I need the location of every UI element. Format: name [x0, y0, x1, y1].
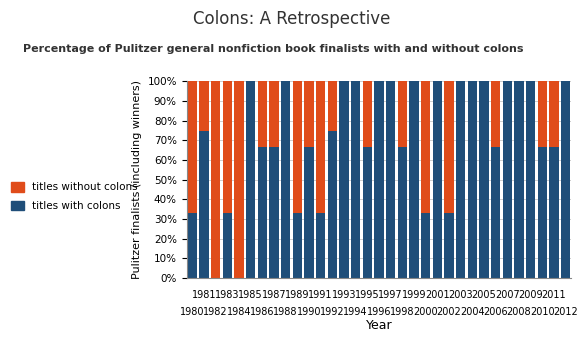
Bar	[363, 147, 372, 278]
Bar	[363, 81, 372, 147]
Bar	[281, 81, 290, 278]
Bar	[293, 81, 302, 213]
Bar	[491, 81, 500, 147]
Text: 1983: 1983	[215, 290, 240, 300]
Text: 1990: 1990	[297, 307, 321, 317]
Text: 2008: 2008	[507, 307, 531, 317]
Bar	[234, 81, 244, 278]
Bar	[293, 213, 302, 278]
Bar	[421, 81, 430, 213]
Bar	[398, 81, 407, 147]
Bar	[246, 81, 255, 278]
Bar	[316, 213, 325, 278]
Bar	[444, 81, 454, 213]
Text: 1988: 1988	[273, 307, 298, 317]
Bar	[421, 213, 430, 278]
Bar	[491, 147, 500, 278]
Text: 1993: 1993	[332, 290, 356, 300]
Text: Percentage of Pulitzer general nonfiction book finalists with and without colons: Percentage of Pulitzer general nonfictio…	[23, 44, 524, 54]
Text: 2001: 2001	[425, 290, 449, 300]
Bar	[304, 147, 314, 278]
Text: Colons: A Retrospective: Colons: A Retrospective	[193, 10, 390, 28]
Bar	[316, 81, 325, 213]
Bar	[339, 81, 349, 278]
Bar	[549, 81, 559, 147]
Bar	[188, 81, 197, 213]
Text: 2004: 2004	[460, 307, 484, 317]
Bar	[304, 81, 314, 147]
Text: 1987: 1987	[262, 290, 286, 300]
Text: 1986: 1986	[250, 307, 275, 317]
Y-axis label: Pulitzer finalists (including winners): Pulitzer finalists (including winners)	[132, 80, 142, 279]
Text: 1981: 1981	[192, 290, 216, 300]
Bar	[456, 81, 465, 278]
Bar	[433, 81, 442, 278]
Bar	[538, 81, 547, 147]
Bar	[328, 131, 337, 278]
Bar	[223, 81, 232, 213]
Text: 2009: 2009	[518, 290, 543, 300]
Text: 2006: 2006	[483, 307, 508, 317]
Text: 1998: 1998	[390, 307, 415, 317]
Bar	[561, 81, 570, 278]
Bar	[468, 81, 477, 278]
Bar	[398, 147, 407, 278]
Bar	[188, 213, 197, 278]
Text: 2011: 2011	[542, 290, 566, 300]
Bar	[374, 81, 384, 278]
Bar	[258, 81, 267, 147]
Bar	[503, 81, 512, 278]
Text: 2000: 2000	[413, 307, 438, 317]
Bar	[351, 81, 360, 278]
Text: 1995: 1995	[355, 290, 380, 300]
Text: 1997: 1997	[378, 290, 403, 300]
Text: 2007: 2007	[495, 290, 519, 300]
Bar	[199, 131, 209, 278]
Text: 1984: 1984	[227, 307, 251, 317]
Text: 1999: 1999	[402, 290, 426, 300]
Text: 1992: 1992	[320, 307, 345, 317]
Text: 1985: 1985	[238, 290, 263, 300]
Text: 2005: 2005	[472, 290, 496, 300]
Bar	[258, 147, 267, 278]
Text: 1996: 1996	[367, 307, 391, 317]
Text: 1994: 1994	[343, 307, 368, 317]
Bar	[514, 81, 524, 278]
Legend: titles without colons, titles with colons: titles without colons, titles with colon…	[11, 182, 138, 211]
Bar	[444, 213, 454, 278]
Bar	[479, 81, 489, 278]
Bar	[538, 147, 547, 278]
Bar	[223, 213, 232, 278]
Bar	[386, 81, 395, 278]
Text: 2002: 2002	[437, 307, 461, 317]
Bar	[269, 81, 279, 147]
Text: 2010: 2010	[530, 307, 554, 317]
Text: 2012: 2012	[553, 307, 578, 317]
Bar	[269, 147, 279, 278]
Bar	[409, 81, 419, 278]
Bar	[328, 81, 337, 131]
Bar	[526, 81, 535, 278]
Text: 1980: 1980	[180, 307, 205, 317]
Text: 1991: 1991	[308, 290, 333, 300]
Text: Year: Year	[366, 319, 392, 332]
Bar	[211, 81, 220, 278]
Text: 1989: 1989	[285, 290, 310, 300]
Text: 2003: 2003	[448, 290, 473, 300]
Bar	[199, 81, 209, 131]
Text: 1982: 1982	[203, 307, 228, 317]
Bar	[549, 147, 559, 278]
